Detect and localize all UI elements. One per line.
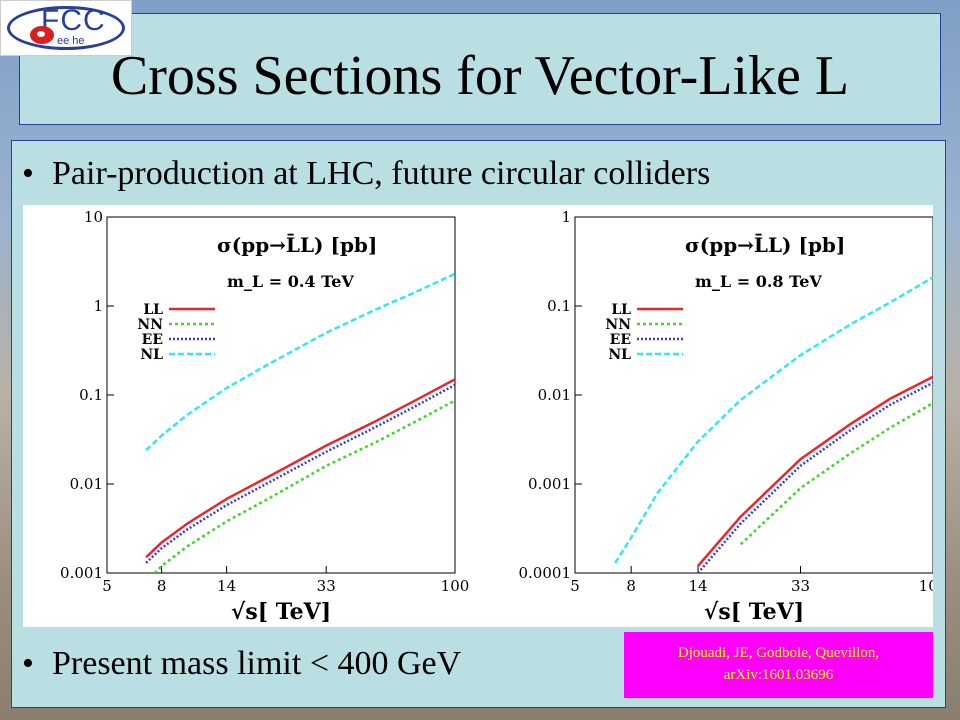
bullet-item: • Pair-production at LHC, future circular… <box>22 154 710 194</box>
x-tick-label: 8 <box>626 577 636 595</box>
plots-svg: 5 8 14 33 100 10 1 0.1 0.01 0.001 √s[ TeV] σ(pp→L̄L… <box>60 208 947 625</box>
x-axis-label: √s[ TeV] <box>231 599 331 625</box>
series-line-ll <box>697 375 933 567</box>
y-tick-label: 0.001 <box>60 564 103 582</box>
legend-label: LL <box>143 302 163 318</box>
y-tick-label: 0.0001 <box>519 564 572 582</box>
y-tick-label: 0.1 <box>79 386 103 404</box>
bullet-text: Present mass limit < 400 GeV <box>52 645 462 682</box>
citation-box: Djouadi, JE, Godbole, Quevillon, arXiv:1… <box>624 632 933 698</box>
bullet-dot: • <box>22 155 34 192</box>
legend-label: EE <box>610 332 631 348</box>
x-tick-label: 14 <box>688 577 707 595</box>
citation-line: Djouadi, JE, Godbole, Quevillon, <box>677 645 880 661</box>
slide-title: Cross Sections for Vector-Like L <box>110 45 850 107</box>
fcc-logo: FCC ee he <box>0 0 132 56</box>
y-tick-label: 0.1 <box>547 297 571 315</box>
logo-ring <box>7 6 125 50</box>
series-line-nl <box>145 272 455 452</box>
y-tick-label: 0.01 <box>538 386 571 404</box>
x-axis-label: √s[ TeV] <box>704 599 804 625</box>
chart-subtitle: m_L = 0.4 TeV <box>227 272 354 291</box>
x-tick-label: 100 <box>919 577 933 595</box>
series-line-ee <box>697 381 933 573</box>
legend-label: NL <box>140 347 163 363</box>
y-tick-label: 0.001 <box>528 475 571 493</box>
legend-label: EE <box>142 332 163 348</box>
legend-label: NL <box>608 347 631 363</box>
series-line-nn <box>739 402 933 546</box>
x-tick-label: 33 <box>791 577 810 595</box>
plot-frame <box>106 216 456 574</box>
series-line-ll <box>145 378 455 559</box>
x-tick-label: 14 <box>217 577 236 595</box>
bullet-dot: • <box>22 645 34 682</box>
y-tick-label: 1 <box>561 208 571 226</box>
bullet-text: Pair-production at LHC, future circular … <box>52 155 711 192</box>
y-tick-label: 0.01 <box>70 475 103 493</box>
legend-label: LL <box>611 302 631 318</box>
y-tick-label: 1 <box>93 297 103 315</box>
title-box: Cross Sections for Vector-Like L <box>19 13 941 125</box>
chart-subtitle: m_L = 0.8 TeV <box>695 272 822 291</box>
legend-label: NN <box>137 317 163 333</box>
logo-white-mark <box>37 31 45 37</box>
chart-title: σ(pp→L̄L) [pb] <box>217 232 377 257</box>
x-tick-label: 5 <box>570 577 580 595</box>
x-tick-label: 5 <box>102 577 112 595</box>
series-line-nl <box>614 276 933 564</box>
citation-line: arXiv:1601.03696 <box>723 667 834 683</box>
plot-frame <box>574 216 934 574</box>
x-tick-label: 33 <box>317 577 336 595</box>
y-tick-label: 10 <box>84 208 103 226</box>
legend-label: NN <box>605 317 631 333</box>
chart-title: σ(pp→L̄L) [pb] <box>685 232 845 257</box>
bullet-item: • Present mass limit < 400 GeV <box>22 644 461 684</box>
series-line-nn <box>152 399 455 573</box>
plot-area: 5 8 14 33 100 10 1 0.1 0.01 0.001 √s[ TeV] σ(pp→L̄L… <box>23 205 947 627</box>
x-tick-label: 8 <box>157 577 167 595</box>
series-line-ee <box>145 383 455 564</box>
logo-subtext: ee he <box>57 35 85 47</box>
x-tick-label: 100 <box>441 577 470 595</box>
